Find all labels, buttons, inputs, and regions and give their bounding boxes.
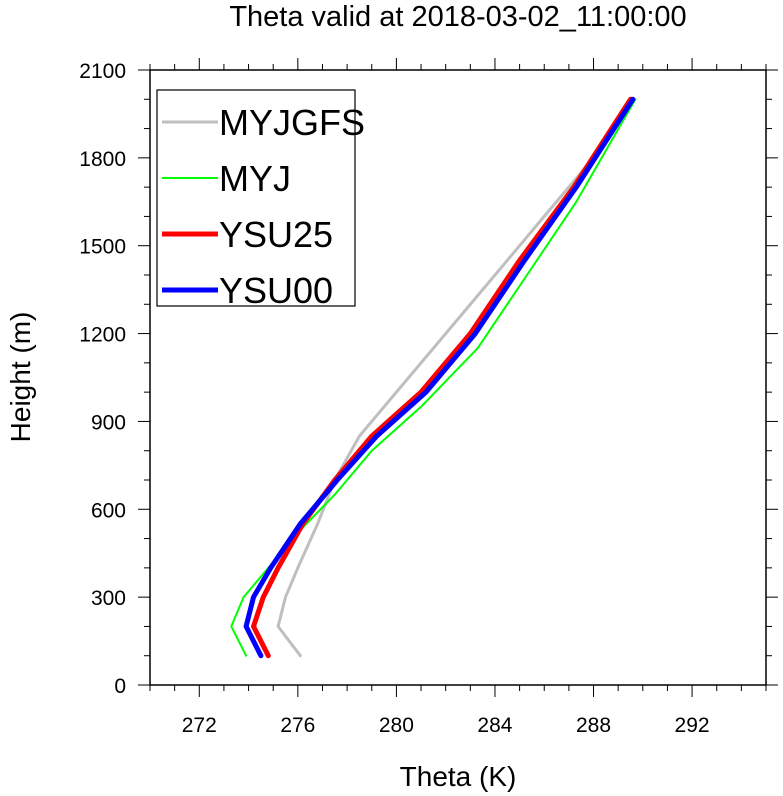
legend-label-ysu25: YSU25 [219, 214, 333, 255]
x-tick-label: 292 [675, 714, 710, 737]
legend: MYJGFS MYJ YSU25 YSU00 [156, 89, 365, 311]
y-tick-label: 1500 [79, 236, 126, 259]
legend-label-ysu00: YSU00 [219, 270, 333, 311]
x-tick-label: 288 [576, 714, 611, 737]
y-tick-label: 1800 [79, 148, 126, 171]
y-tick-label: 0 [114, 675, 126, 698]
x-tick-label: 284 [477, 714, 512, 737]
y-tick-label: 2100 [79, 60, 126, 83]
x-tick-label: 276 [280, 714, 315, 737]
series-line-myjgfs [276, 97, 635, 658]
series-line-ysu25 [251, 96, 633, 659]
y-axis: 0 300 600 900 1200 1500 1800 2100 [79, 60, 778, 698]
x-tick-label: 280 [379, 714, 414, 737]
plot-frame [149, 69, 767, 686]
legend-box [156, 89, 356, 307]
series-line-myj [230, 98, 637, 657]
series-layer [230, 96, 637, 659]
chart-title: Theta valid at 2018-03-02_11:00:00 [229, 1, 686, 33]
y-tick-label: 900 [91, 411, 126, 434]
series-line-ysu00 [243, 96, 636, 659]
legend-label-myj: MYJ [219, 158, 291, 199]
y-tick-label: 300 [91, 587, 126, 610]
y-axis-title: Height (m) [5, 312, 36, 443]
y-tick-label: 1200 [79, 324, 126, 347]
y-tick-label: 600 [91, 499, 126, 522]
x-axis: 272 276 280 284 288 292 [149, 58, 767, 737]
legend-label-myjgfs: MYJGFS [219, 102, 365, 143]
x-axis-title: Theta (K) [400, 761, 517, 792]
x-tick-label: 272 [182, 714, 217, 737]
